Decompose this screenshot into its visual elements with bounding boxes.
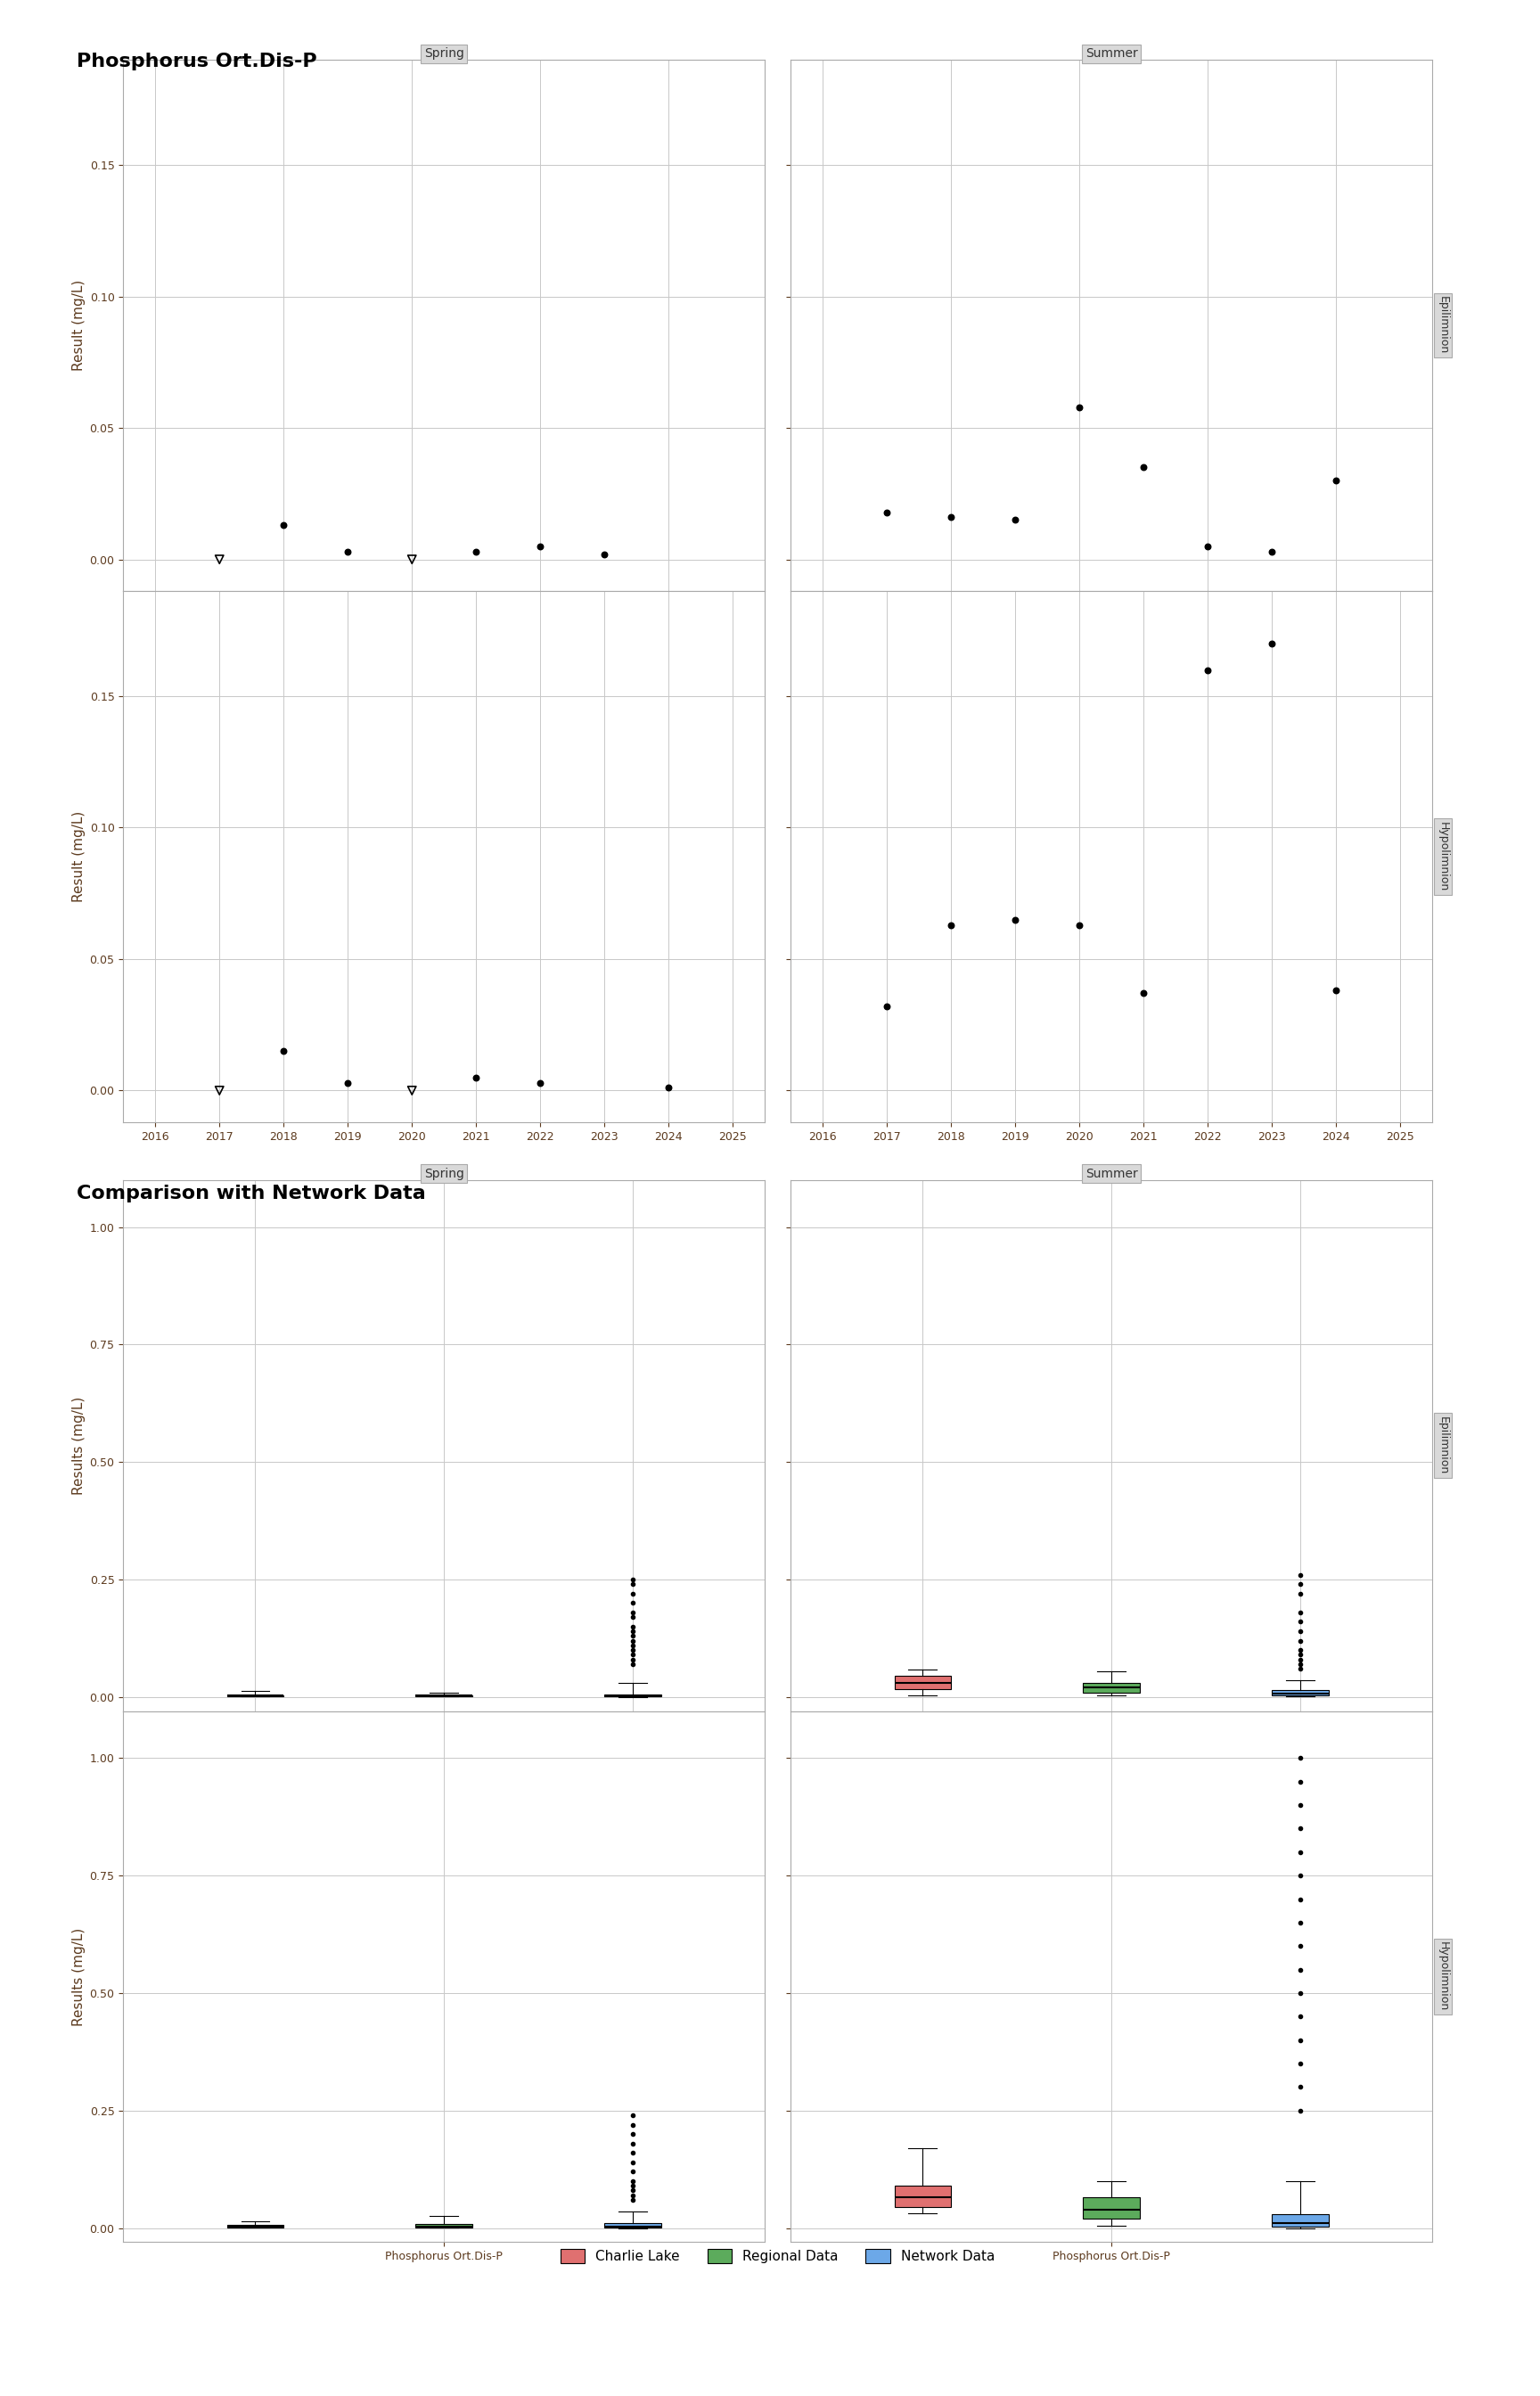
Point bbox=[271, 506, 296, 544]
Point bbox=[271, 1033, 296, 1071]
Point bbox=[464, 1059, 488, 1097]
PathPatch shape bbox=[895, 2185, 950, 2207]
PathPatch shape bbox=[1083, 1682, 1140, 1692]
Text: Spring: Spring bbox=[424, 1167, 464, 1181]
PathPatch shape bbox=[416, 2223, 473, 2228]
Point bbox=[399, 539, 424, 577]
Point bbox=[206, 1071, 231, 1109]
Y-axis label: Results (mg/L): Results (mg/L) bbox=[72, 1397, 86, 1495]
Text: Epilimnion: Epilimnion bbox=[1437, 297, 1449, 355]
Point bbox=[399, 1071, 424, 1109]
Text: Spring: Spring bbox=[424, 48, 464, 60]
Point bbox=[1324, 462, 1349, 501]
PathPatch shape bbox=[895, 1675, 950, 1689]
Text: Hypolimnion: Hypolimnion bbox=[1437, 822, 1449, 891]
Point bbox=[875, 987, 899, 1025]
Point bbox=[1132, 975, 1157, 1014]
Point bbox=[875, 494, 899, 532]
PathPatch shape bbox=[1272, 1689, 1329, 1694]
Point bbox=[1195, 527, 1220, 565]
Point bbox=[1324, 970, 1349, 1009]
Text: Summer: Summer bbox=[1086, 1167, 1138, 1181]
Point bbox=[591, 534, 616, 573]
Legend: Charlie Lake, Regional Data, Network Data: Charlie Lake, Regional Data, Network Dat… bbox=[561, 2250, 995, 2264]
Point bbox=[528, 527, 553, 565]
Text: Comparison with Network Data: Comparison with Network Data bbox=[77, 1186, 427, 1203]
Point bbox=[656, 1069, 681, 1107]
Point bbox=[1003, 901, 1027, 939]
PathPatch shape bbox=[1083, 2197, 1140, 2219]
Point bbox=[336, 1064, 360, 1102]
Text: Phosphorus Ort.Dis-P: Phosphorus Ort.Dis-P bbox=[77, 53, 317, 69]
Point bbox=[939, 498, 964, 537]
Point bbox=[464, 532, 488, 570]
Point bbox=[1003, 501, 1027, 539]
Point bbox=[528, 1064, 553, 1102]
Point bbox=[939, 906, 964, 944]
Point bbox=[1132, 448, 1157, 486]
Y-axis label: Result (mg/L): Result (mg/L) bbox=[72, 280, 86, 371]
Point bbox=[206, 539, 231, 577]
PathPatch shape bbox=[1272, 2214, 1329, 2226]
Y-axis label: Results (mg/L): Results (mg/L) bbox=[72, 1926, 86, 2025]
Text: Summer: Summer bbox=[1086, 48, 1138, 60]
Point bbox=[1067, 906, 1092, 944]
Point bbox=[1260, 532, 1284, 570]
Point bbox=[1195, 652, 1220, 690]
Y-axis label: Result (mg/L): Result (mg/L) bbox=[72, 810, 86, 903]
PathPatch shape bbox=[604, 2223, 661, 2228]
Point bbox=[336, 532, 360, 570]
Text: Epilimnion: Epilimnion bbox=[1437, 1416, 1449, 1474]
Text: Hypolimnion: Hypolimnion bbox=[1437, 1941, 1449, 2013]
Point bbox=[1260, 625, 1284, 664]
Point bbox=[1067, 388, 1092, 426]
